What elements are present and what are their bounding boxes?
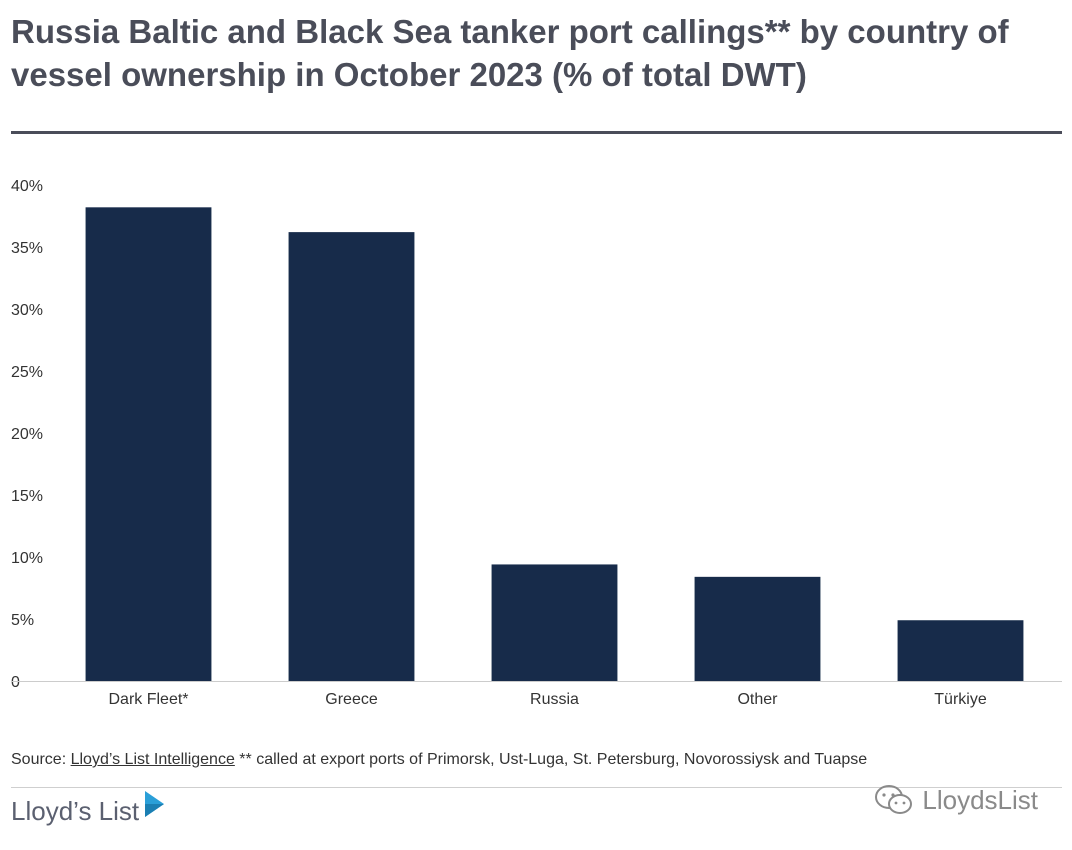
x-axis-labels: Dark Fleet* Greece Russia Other Türkiye [108, 691, 986, 708]
bar[interactable] [694, 576, 821, 681]
x-tick-label: Other [737, 691, 778, 708]
footer-divider [11, 787, 1062, 788]
x-tick-label: Russia [530, 691, 579, 708]
y-tick-label: 10% [11, 550, 43, 567]
wechat-icon [875, 785, 913, 814]
source-details: ** called at export ports of Primorsk, U… [239, 751, 868, 768]
y-tick-label: 25% [11, 364, 43, 381]
bar[interactable] [288, 232, 415, 681]
y-tick-label: 30% [11, 302, 43, 319]
brand-logo[interactable]: Lloyd’s List [11, 790, 165, 827]
watermark-text: LloydsList [922, 784, 1038, 815]
y-tick-label: 15% [11, 488, 43, 505]
y-tick-label: 20% [11, 426, 43, 443]
bar-chart: 0 5% 10% 15% 20% 25% 30% 35% 40% Dark Fleet* Gree… [11, 178, 1062, 708]
y-axis-ticks: 0 5% 10% 15% 20% 25% 30% 35% 40% [11, 178, 43, 691]
wechat-watermark: LloydsList [874, 783, 1038, 817]
bar[interactable] [491, 564, 618, 681]
brand-logo-text: Lloyd’s List [11, 796, 140, 826]
bar[interactable] [897, 620, 1024, 681]
bar[interactable] [85, 207, 212, 681]
y-tick-label: 0 [11, 674, 20, 691]
y-tick-label: 5% [11, 612, 34, 629]
source-note: Source: Lloyd’s List Intelligence ** cal… [11, 751, 867, 769]
y-tick-label: 40% [11, 178, 43, 195]
bars [85, 207, 1024, 681]
source-link[interactable]: Lloyd’s List Intelligence [70, 751, 235, 768]
x-tick-label: Greece [325, 691, 378, 708]
play-triangle-icon [145, 790, 165, 817]
title-divider [11, 131, 1062, 134]
x-tick-label: Türkiye [934, 691, 987, 708]
chart-title: Russia Baltic and Black Sea tanker port … [11, 13, 1009, 93]
y-tick-label: 35% [11, 240, 43, 257]
x-tick-label: Dark Fleet* [108, 691, 188, 708]
source-label: Source: [11, 751, 67, 768]
